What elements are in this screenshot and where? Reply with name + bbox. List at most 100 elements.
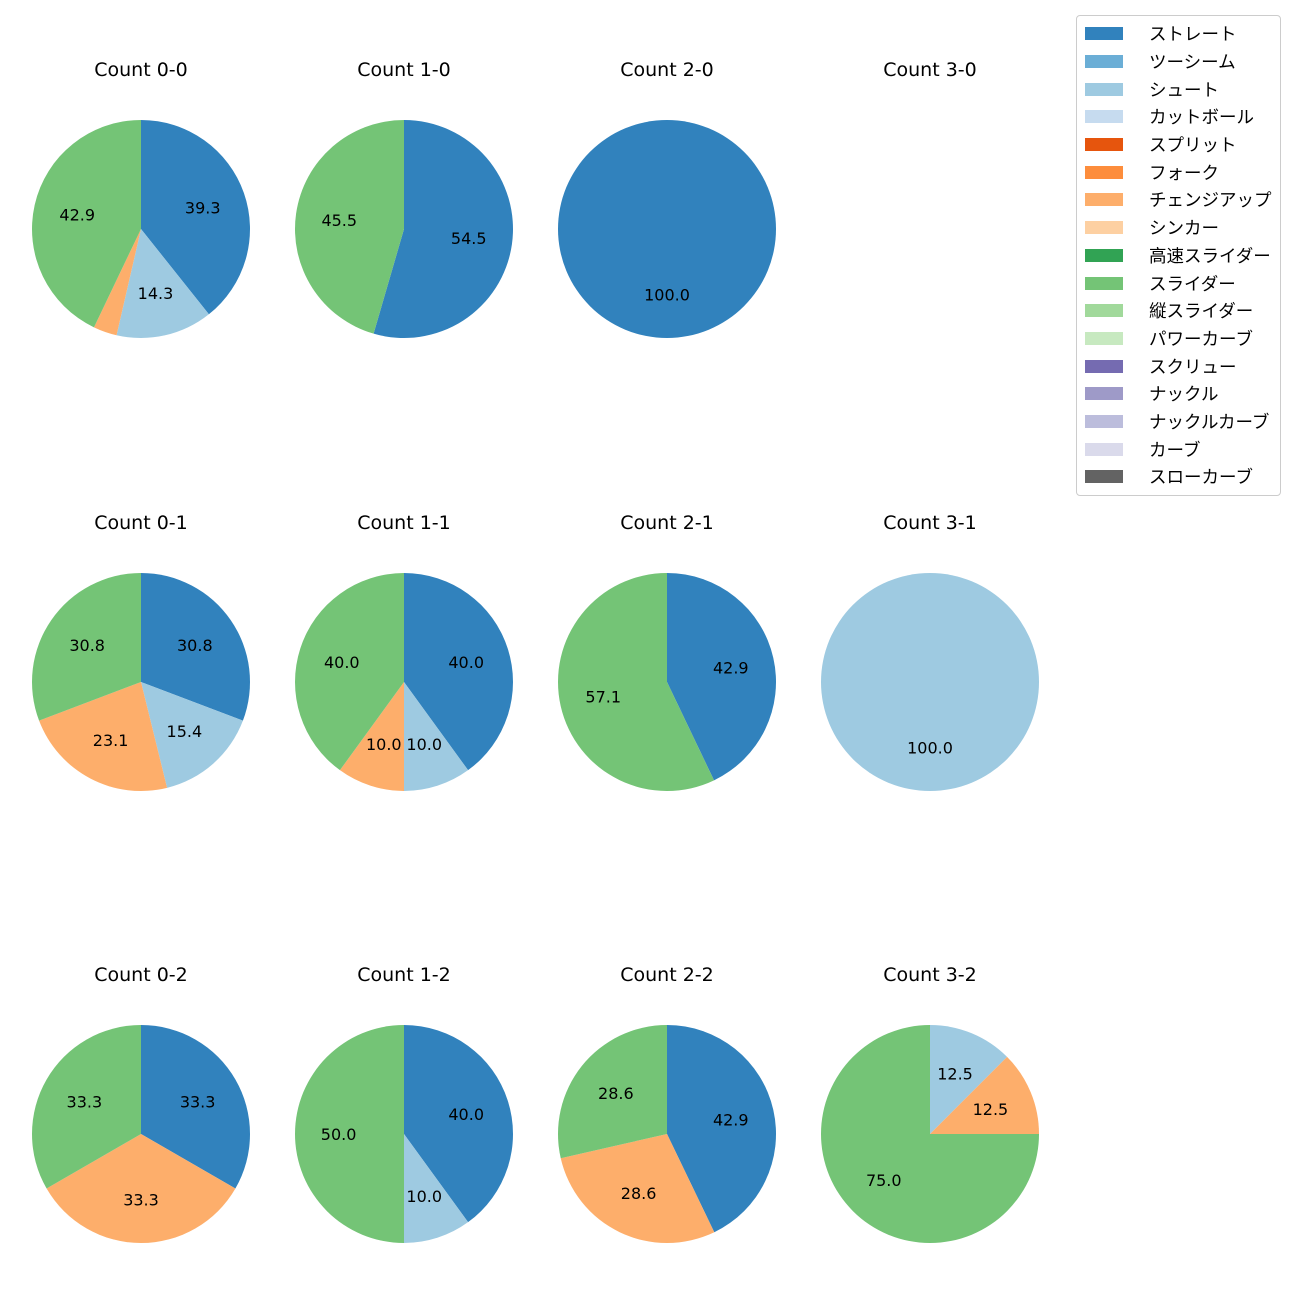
slice-label: 57.1 bbox=[585, 687, 621, 706]
slice-label: 42.9 bbox=[713, 659, 749, 678]
pie-slice bbox=[141, 573, 250, 721]
slice-label: 33.3 bbox=[123, 1190, 159, 1209]
pie-slice bbox=[31, 120, 141, 328]
slice-label: 23.1 bbox=[93, 731, 129, 750]
legend-swatch bbox=[1085, 387, 1123, 401]
pie-slice bbox=[46, 1134, 236, 1243]
pie-slice bbox=[31, 1025, 141, 1189]
legend-swatch bbox=[1085, 331, 1123, 345]
pie-slice bbox=[295, 120, 404, 334]
slice-label: 15.4 bbox=[167, 722, 203, 741]
legend-label: スクリュー bbox=[1149, 357, 1237, 378]
pie-slice bbox=[404, 1134, 469, 1243]
slice-label: 42.9 bbox=[713, 1110, 749, 1129]
legend-swatch bbox=[1085, 442, 1123, 456]
legend-item: シンカー bbox=[1077, 214, 1280, 242]
slice-label: 30.8 bbox=[69, 636, 105, 655]
slice-label: 28.6 bbox=[598, 1084, 634, 1103]
pie-title: Count 3-1 bbox=[883, 512, 977, 534]
legend-label: パワーカーブ bbox=[1149, 329, 1253, 350]
legend-item: ナックル bbox=[1077, 380, 1280, 408]
legend-item: ストレート bbox=[1077, 20, 1280, 48]
legend-swatch bbox=[1085, 248, 1123, 262]
legend-swatch bbox=[1085, 276, 1123, 290]
slice-label: 40.0 bbox=[448, 1105, 484, 1124]
pie-chart: Count 3-2 12.512.5 75.0 bbox=[821, 964, 1039, 1243]
pie-chart: Count 3-0 bbox=[883, 59, 977, 81]
pie-slice bbox=[294, 572, 404, 771]
legend-label: 縦スライダー bbox=[1149, 302, 1254, 323]
slice-label: 12.5 bbox=[937, 1065, 973, 1084]
pie-slice bbox=[667, 1025, 776, 1233]
pie-chart: Count 2-1 42.9 57.1 bbox=[557, 512, 776, 791]
pie-slice bbox=[93, 229, 141, 336]
slice-label: 10.0 bbox=[406, 735, 442, 754]
pie-slice bbox=[404, 573, 513, 771]
legend-item: 高速スライダー bbox=[1077, 242, 1280, 270]
slice-label: 100.0 bbox=[907, 738, 953, 757]
pie-chart: Count 1-1 40.0 10.010.0 40.0 bbox=[294, 512, 513, 791]
legend-label: シンカー bbox=[1149, 219, 1219, 240]
pie-slice bbox=[558, 120, 776, 338]
pie-chart: Count 2-2 42.9 28.6 28.6 bbox=[558, 964, 776, 1244]
pie-slice bbox=[404, 682, 469, 791]
legend-label: カーブ bbox=[1149, 440, 1201, 461]
slice-label: 50.0 bbox=[321, 1125, 357, 1144]
legend-swatch bbox=[1085, 110, 1123, 124]
slice-label: 33.3 bbox=[180, 1092, 216, 1111]
slice-label: 45.5 bbox=[321, 211, 357, 230]
pie-slice bbox=[404, 1025, 513, 1223]
pie-slice bbox=[821, 1025, 1039, 1243]
pie-chart: Count 1-0 54.5 45.5 bbox=[295, 59, 513, 338]
pie-slice bbox=[930, 1025, 1008, 1134]
legend-swatch bbox=[1085, 414, 1123, 428]
pie-chart: Count 0-0 39.3 14.3 42.9 bbox=[31, 59, 250, 338]
legend-item: ツーシーム bbox=[1077, 48, 1280, 76]
pie-title: Count 1-2 bbox=[357, 964, 451, 986]
legend-item: スプリット bbox=[1077, 131, 1280, 159]
pie-slice bbox=[141, 682, 243, 788]
legend-item: スクリュー bbox=[1077, 352, 1280, 380]
pie-slice bbox=[32, 573, 141, 721]
pie-slice bbox=[558, 1025, 667, 1159]
pie-slice bbox=[557, 573, 715, 791]
legend-label: ナックルカーブ bbox=[1149, 412, 1270, 433]
legend-label: チェンジアップ bbox=[1149, 191, 1272, 212]
slice-label: 14.3 bbox=[138, 284, 174, 303]
legend-item: フォーク bbox=[1077, 158, 1280, 186]
slice-label: 33.3 bbox=[67, 1092, 103, 1111]
slice-label: 40.0 bbox=[448, 653, 484, 672]
pie-slice bbox=[39, 682, 168, 791]
pie-chart: Count 0-2 33.3 33.3 33.3 bbox=[31, 964, 250, 1243]
pie-slice bbox=[339, 682, 404, 791]
legend-swatch bbox=[1085, 359, 1123, 373]
legend-item: カーブ bbox=[1077, 435, 1280, 463]
legend-label: フォーク bbox=[1149, 163, 1219, 184]
pie-slice bbox=[560, 1134, 715, 1244]
legend-swatch bbox=[1085, 304, 1123, 318]
pie-slice bbox=[141, 120, 250, 315]
slice-label: 39.3 bbox=[185, 198, 221, 217]
pie-title: Count 0-1 bbox=[94, 512, 188, 534]
pie-slice bbox=[821, 573, 1039, 791]
legend-label: スライダー bbox=[1149, 274, 1236, 295]
pie-title: Count 0-2 bbox=[94, 964, 188, 986]
pie-title: Count 2-0 bbox=[620, 59, 714, 81]
pie-title: Count 3-2 bbox=[883, 964, 977, 986]
legend-item: チェンジアップ bbox=[1077, 186, 1280, 214]
pie-title: Count 1-0 bbox=[357, 59, 451, 81]
legend-label: スプリット bbox=[1149, 136, 1237, 157]
pie-chart: Count 3-1 100.0 bbox=[821, 512, 1039, 791]
pie-slice bbox=[373, 120, 513, 338]
pie-chart: Count 1-2 40.0 10.0 50.0 bbox=[295, 964, 513, 1243]
pie-slice bbox=[667, 573, 776, 781]
legend-item: ナックルカーブ bbox=[1077, 408, 1280, 436]
legend-swatch bbox=[1085, 221, 1123, 235]
slice-label: 10.0 bbox=[406, 1187, 442, 1206]
legend: ストレート ツーシーム シュート カットボール スプリット フォーク チェンジアップ シンカー… bbox=[1076, 15, 1281, 496]
pie-title: Count 2-2 bbox=[620, 964, 714, 986]
slice-label: 28.6 bbox=[621, 1184, 657, 1203]
pie-title: Count 1-1 bbox=[357, 512, 451, 534]
legend-swatch bbox=[1085, 165, 1123, 179]
